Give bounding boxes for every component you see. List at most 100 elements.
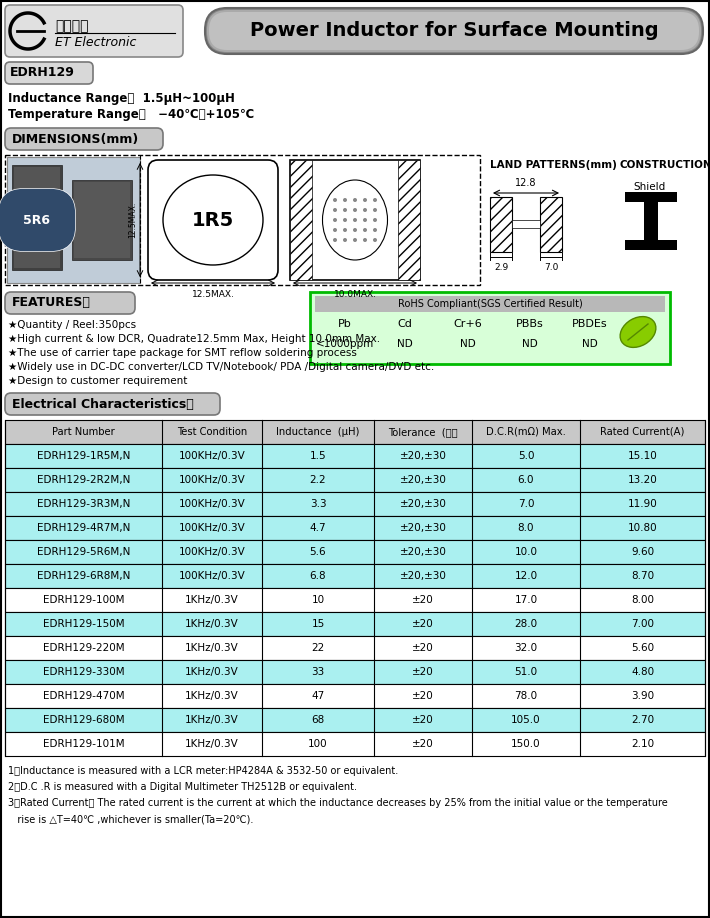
FancyBboxPatch shape xyxy=(5,393,220,415)
Text: 1KHz/0.3V: 1KHz/0.3V xyxy=(185,643,239,653)
Bar xyxy=(5,444,705,468)
FancyBboxPatch shape xyxy=(5,62,93,84)
Text: EDRH129-4R7M,N: EDRH129-4R7M,N xyxy=(37,523,130,533)
Text: 2.2: 2.2 xyxy=(310,475,327,485)
Text: 顾特电子: 顾特电子 xyxy=(55,19,89,33)
Bar xyxy=(72,180,132,260)
Text: EDRH129-470M: EDRH129-470M xyxy=(43,691,124,701)
Text: 32.0: 32.0 xyxy=(515,643,537,653)
Text: 1KHz/0.3V: 1KHz/0.3V xyxy=(185,715,239,725)
Text: 5.60: 5.60 xyxy=(631,643,654,653)
Text: EDRH129-5R6M,N: EDRH129-5R6M,N xyxy=(37,547,130,557)
Text: 15: 15 xyxy=(312,619,324,629)
Text: 51.0: 51.0 xyxy=(515,667,537,677)
Text: 10.0MAX.: 10.0MAX. xyxy=(334,290,376,299)
Text: 1、Inductance is measured with a LCR meter:HP4284A & 3532-50 or equivalent.: 1、Inductance is measured with a LCR mete… xyxy=(8,766,398,776)
Text: 6.0: 6.0 xyxy=(518,475,534,485)
Text: 8.70: 8.70 xyxy=(631,571,654,581)
Text: ±20,±30: ±20,±30 xyxy=(400,523,447,533)
Ellipse shape xyxy=(620,317,656,347)
Text: EDRH129-6R8M,N: EDRH129-6R8M,N xyxy=(37,571,130,581)
Text: Part Number: Part Number xyxy=(52,427,115,437)
Text: ±20: ±20 xyxy=(412,667,434,677)
Circle shape xyxy=(333,218,337,222)
Text: 100KHz/0.3V: 100KHz/0.3V xyxy=(179,571,246,581)
FancyBboxPatch shape xyxy=(5,292,135,314)
Text: PBBs: PBBs xyxy=(516,319,544,329)
Circle shape xyxy=(353,228,357,232)
Text: 12.5MAX.: 12.5MAX. xyxy=(129,202,138,238)
Circle shape xyxy=(363,218,367,222)
Text: ND: ND xyxy=(460,339,476,349)
Bar xyxy=(5,684,705,708)
Text: 100KHz/0.3V: 100KHz/0.3V xyxy=(179,475,246,485)
Bar xyxy=(290,160,420,280)
Text: Rated Current(A): Rated Current(A) xyxy=(601,427,684,437)
Circle shape xyxy=(343,228,347,232)
Text: ±20: ±20 xyxy=(412,739,434,749)
Bar xyxy=(625,240,677,250)
Text: 7.0: 7.0 xyxy=(518,499,534,509)
Text: ±20: ±20 xyxy=(412,715,434,725)
Bar xyxy=(5,155,480,285)
Ellipse shape xyxy=(163,175,263,265)
FancyBboxPatch shape xyxy=(5,5,183,57)
Text: ND: ND xyxy=(582,339,598,349)
Text: 100KHz/0.3V: 100KHz/0.3V xyxy=(179,547,246,557)
Text: 1R5: 1R5 xyxy=(192,210,234,230)
Circle shape xyxy=(343,208,347,212)
Text: EDRH129-220M: EDRH129-220M xyxy=(43,643,124,653)
Text: 1KHz/0.3V: 1KHz/0.3V xyxy=(185,691,239,701)
FancyBboxPatch shape xyxy=(209,12,699,50)
Text: 3.90: 3.90 xyxy=(631,691,654,701)
Text: Test Condition: Test Condition xyxy=(177,427,247,437)
Circle shape xyxy=(353,238,357,242)
Text: ±20: ±20 xyxy=(412,691,434,701)
FancyBboxPatch shape xyxy=(205,8,703,54)
FancyBboxPatch shape xyxy=(148,160,278,280)
Text: EDRH129-2R2M,N: EDRH129-2R2M,N xyxy=(37,475,130,485)
Circle shape xyxy=(363,198,367,202)
Bar xyxy=(5,564,705,588)
Text: 5R6: 5R6 xyxy=(23,214,50,227)
Text: EDRH129-100M: EDRH129-100M xyxy=(43,595,124,605)
Text: 11.90: 11.90 xyxy=(628,499,657,509)
Text: 8.0: 8.0 xyxy=(518,523,534,533)
Text: 100KHz/0.3V: 100KHz/0.3V xyxy=(179,523,246,533)
Text: ±20: ±20 xyxy=(412,595,434,605)
Bar xyxy=(5,636,705,660)
Text: ±20,±30: ±20,±30 xyxy=(400,451,447,461)
Bar xyxy=(310,292,670,364)
Circle shape xyxy=(363,208,367,212)
Bar xyxy=(5,420,705,444)
Text: ±20,±30: ±20,±30 xyxy=(400,499,447,509)
Text: 1KHz/0.3V: 1KHz/0.3V xyxy=(185,595,239,605)
Text: 28.0: 28.0 xyxy=(515,619,537,629)
Text: ★The use of carrier tape package for SMT reflow soldering process: ★The use of carrier tape package for SMT… xyxy=(8,348,357,358)
Circle shape xyxy=(333,208,337,212)
Bar xyxy=(12,165,62,270)
Bar xyxy=(5,516,705,540)
Text: ±20: ±20 xyxy=(412,643,434,653)
Text: 1KHz/0.3V: 1KHz/0.3V xyxy=(185,739,239,749)
Text: 4.80: 4.80 xyxy=(631,667,654,677)
Circle shape xyxy=(373,218,377,222)
Text: 2.70: 2.70 xyxy=(631,715,654,725)
Text: EDRH129-330M: EDRH129-330M xyxy=(43,667,124,677)
Text: 47: 47 xyxy=(312,691,324,701)
Text: EDRH129: EDRH129 xyxy=(10,66,75,80)
Circle shape xyxy=(343,218,347,222)
Text: 5.0: 5.0 xyxy=(518,451,534,461)
Text: Electrical Characteristics：: Electrical Characteristics： xyxy=(12,397,194,410)
Bar xyxy=(74,182,130,258)
Text: 1KHz/0.3V: 1KHz/0.3V xyxy=(185,619,239,629)
Text: Pb: Pb xyxy=(338,319,352,329)
FancyBboxPatch shape xyxy=(5,128,163,150)
Text: Shield: Shield xyxy=(634,182,666,192)
Text: ET Electronic: ET Electronic xyxy=(55,36,136,49)
Circle shape xyxy=(353,198,357,202)
Bar xyxy=(644,202,658,240)
Text: ±20,±30: ±20,±30 xyxy=(400,547,447,557)
Text: D.C.R(mΩ) Max.: D.C.R(mΩ) Max. xyxy=(486,427,566,437)
Text: Tolerance  (％）: Tolerance (％） xyxy=(388,427,458,437)
